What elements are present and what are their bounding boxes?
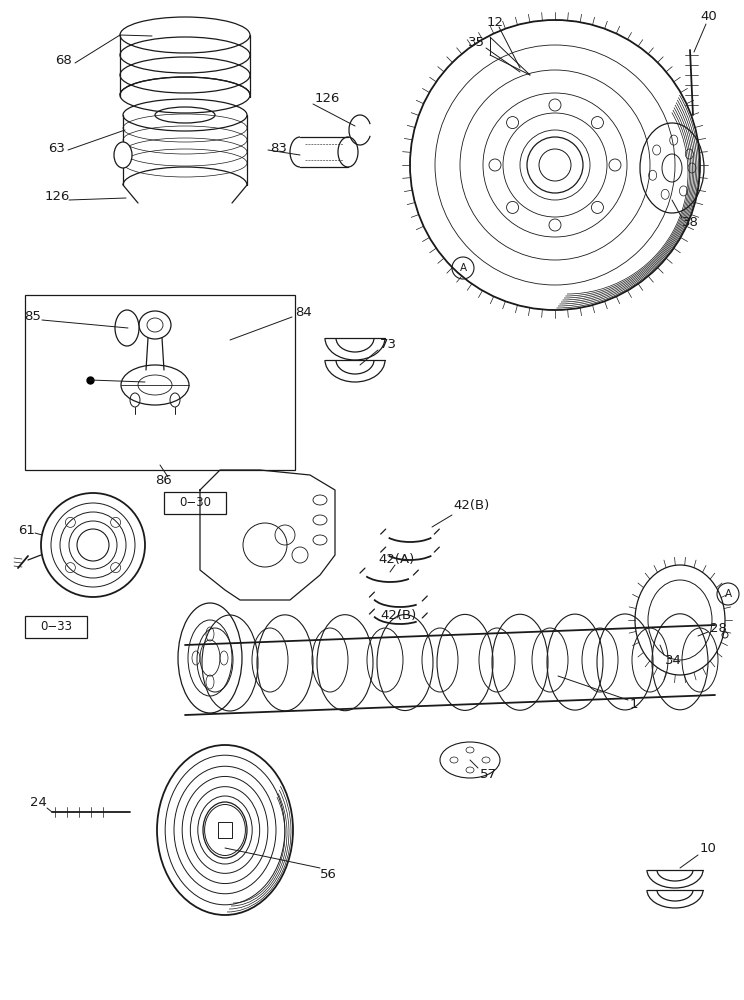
Text: A: A — [725, 589, 731, 599]
Text: 126: 126 — [45, 190, 71, 202]
Text: 42(B): 42(B) — [453, 498, 490, 512]
Text: 85: 85 — [24, 310, 41, 322]
Text: 61: 61 — [18, 524, 35, 536]
Text: 28: 28 — [710, 621, 727, 635]
Text: 42(A): 42(A) — [378, 554, 414, 566]
Text: 10: 10 — [700, 842, 717, 854]
Text: 83: 83 — [270, 141, 287, 154]
Text: 56: 56 — [320, 868, 337, 882]
Ellipse shape — [115, 310, 139, 346]
Text: 84: 84 — [295, 306, 312, 320]
FancyBboxPatch shape — [164, 492, 226, 514]
Text: 0−33: 0−33 — [40, 620, 72, 634]
Text: 63: 63 — [48, 141, 65, 154]
Text: 1: 1 — [630, 698, 638, 712]
Text: 68: 68 — [55, 53, 71, 66]
Text: A: A — [460, 263, 466, 273]
Text: 0−30: 0−30 — [179, 496, 211, 510]
Text: 42(B): 42(B) — [380, 608, 416, 621]
Text: 35: 35 — [468, 36, 485, 49]
Text: 12: 12 — [487, 15, 504, 28]
Text: 126: 126 — [315, 92, 340, 104]
Text: 38: 38 — [682, 216, 699, 229]
Text: 40: 40 — [700, 10, 716, 23]
Text: 34: 34 — [665, 654, 682, 666]
FancyBboxPatch shape — [25, 616, 87, 638]
Ellipse shape — [114, 142, 132, 168]
Text: 57: 57 — [480, 768, 497, 782]
Bar — [25, 295, 295, 470]
Text: 24: 24 — [30, 796, 47, 810]
Bar — [218, 822, 232, 838]
Text: 73: 73 — [380, 338, 397, 352]
Text: 86: 86 — [155, 474, 172, 487]
